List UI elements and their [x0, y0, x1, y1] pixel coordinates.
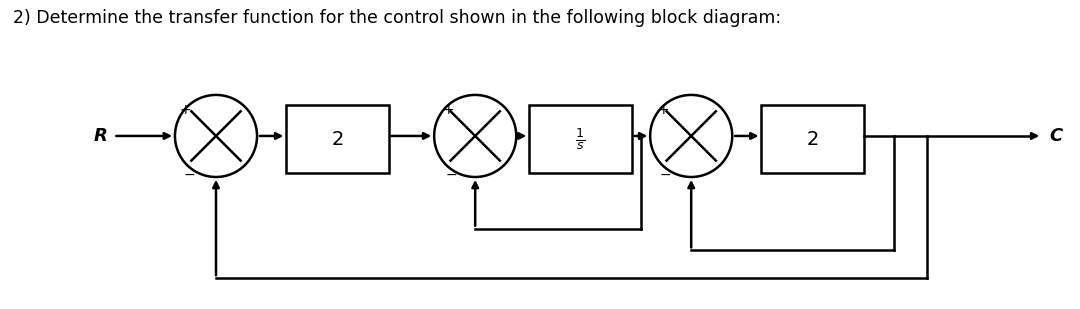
Text: 2: 2	[332, 129, 343, 149]
Text: $\frac{1}{s}$: $\frac{1}{s}$	[576, 126, 585, 152]
FancyBboxPatch shape	[529, 105, 632, 173]
Text: −: −	[660, 167, 671, 182]
FancyBboxPatch shape	[761, 105, 864, 173]
Text: −: −	[184, 167, 194, 182]
Text: +: +	[443, 103, 454, 117]
Text: −: −	[446, 167, 457, 182]
FancyBboxPatch shape	[286, 105, 389, 173]
Text: 2: 2	[807, 129, 819, 149]
Text: R: R	[94, 127, 108, 145]
Text: +: +	[658, 103, 669, 117]
Text: C: C	[1050, 127, 1063, 145]
Text: 2) Determine the transfer function for the control shown in the following block : 2) Determine the transfer function for t…	[13, 9, 781, 27]
Text: +: +	[180, 103, 191, 117]
